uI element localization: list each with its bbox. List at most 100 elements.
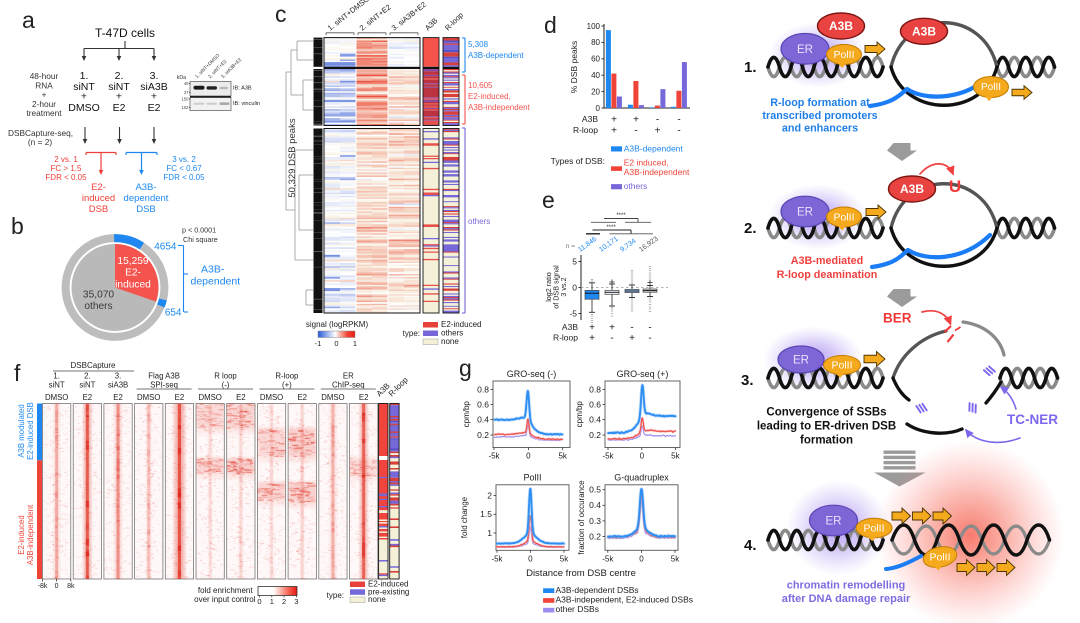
svg-text:R-loop formation at: R-loop formation at — [770, 97, 870, 109]
svg-text:cpm/bp: cpm/bp — [462, 401, 471, 428]
svg-text:T-47D cells: T-47D cells — [95, 26, 155, 40]
svg-text:****: **** — [606, 225, 616, 231]
svg-text:(+): (+) — [282, 381, 292, 390]
svg-text:-: - — [648, 333, 651, 344]
svg-text:-5k: -5k — [602, 452, 614, 461]
svg-text:ER: ER — [797, 207, 813, 219]
svg-text:E2: E2 — [297, 393, 307, 402]
svg-text:Chi square: Chi square — [183, 235, 218, 244]
svg-text:dependent: dependent — [124, 193, 169, 204]
svg-text:Convergence of SSBs: Convergence of SSBs — [766, 407, 886, 419]
svg-text:PolII: PolII — [863, 522, 884, 534]
svg-text:PolII: PolII — [523, 473, 541, 483]
svg-text:A3B-: A3B- — [135, 182, 156, 193]
svg-text:PolII: PolII — [833, 49, 854, 61]
svg-text:other DSBs: other DSBs — [556, 604, 599, 614]
svg-text:FDR < 0.05: FDR < 0.05 — [45, 173, 87, 182]
svg-text:p < 0.0001: p < 0.0001 — [182, 226, 216, 235]
svg-text:E2-: E2- — [125, 268, 141, 279]
svg-text:(-): (-) — [222, 381, 230, 390]
svg-text:DMSO: DMSO — [45, 393, 68, 402]
svg-text:A3B-independent, E2-induced DS: A3B-independent, E2-induced DSBs — [556, 595, 694, 605]
svg-text:siNT: siNT — [49, 381, 65, 390]
svg-text:1: 1 — [487, 528, 492, 538]
svg-text:E2: E2 — [113, 102, 126, 114]
svg-text:E2-induced,: E2-induced, — [468, 92, 511, 101]
svg-text:cpm/bp: cpm/bp — [575, 401, 584, 428]
svg-text:4.: 4. — [744, 537, 757, 554]
svg-text:37: 37 — [184, 90, 189, 95]
svg-text:fold change: fold change — [460, 496, 469, 538]
svg-text:Types of DSB:: Types of DSB: — [551, 156, 605, 166]
svg-text:2.: 2. — [744, 220, 757, 237]
svg-text:+: + — [81, 91, 87, 103]
svg-text:A3B-dependent: A3B-dependent — [624, 143, 684, 153]
svg-text:E2-induced: E2-induced — [17, 515, 26, 554]
svg-text:0.2: 0.2 — [589, 430, 601, 440]
svg-text:+: + — [611, 115, 617, 126]
svg-text:none: none — [368, 595, 386, 604]
svg-text:g: g — [459, 355, 472, 381]
svg-text:2.: 2. — [84, 372, 91, 381]
svg-text:induced: induced — [115, 279, 151, 290]
svg-text:formation: formation — [800, 435, 853, 447]
svg-text:b: b — [11, 213, 24, 239]
svg-text:+: + — [116, 91, 122, 103]
svg-text:-: - — [656, 115, 659, 126]
svg-text:48-hour: 48-hour — [30, 71, 59, 81]
svg-text:fraction of occurance: fraction of occurance — [577, 480, 586, 555]
svg-text:-: - — [630, 323, 633, 334]
svg-text:transcribed promoters: transcribed promoters — [762, 110, 877, 122]
svg-text:A3B-independent: A3B-independent — [624, 167, 690, 177]
svg-text:-: - — [634, 126, 637, 137]
svg-text:+: + — [655, 126, 661, 137]
svg-text:siNT: siNT — [108, 81, 130, 93]
svg-text:pre-existing: pre-existing — [368, 587, 409, 596]
svg-text:E2: E2 — [175, 393, 185, 402]
svg-text:0: 0 — [55, 583, 59, 590]
svg-text:others: others — [468, 217, 490, 226]
svg-text:a: a — [22, 7, 35, 33]
svg-text:150: 150 — [182, 97, 190, 102]
svg-text:0: 0 — [526, 452, 531, 461]
svg-text:+: + — [589, 323, 595, 334]
svg-text:R-loop: R-loop — [275, 372, 299, 381]
svg-text:3.: 3. — [115, 372, 122, 381]
svg-text:R-loop deamination: R-loop deamination — [777, 269, 878, 281]
svg-text:kDa: kDa — [177, 75, 186, 81]
svg-text:FC > 1.5: FC > 1.5 — [51, 164, 82, 173]
svg-text:siA3B: siA3B — [140, 81, 167, 93]
svg-text:+: + — [42, 90, 47, 100]
svg-text:induced: induced — [82, 193, 115, 204]
svg-text:type:: type: — [327, 591, 344, 600]
svg-text:DMSO: DMSO — [68, 102, 100, 114]
svg-text:PolII: PolII — [981, 82, 1001, 93]
svg-text:2 vs. 1: 2 vs. 1 — [54, 155, 78, 164]
svg-text:DSBCapture-seq,: DSBCapture-seq, — [8, 128, 73, 138]
svg-text:FDR < 0.05: FDR < 0.05 — [163, 173, 205, 182]
svg-text:A3B-mediated: A3B-mediated — [791, 255, 864, 267]
svg-text:R-loop: R-loop — [573, 125, 598, 135]
svg-text:2: 2 — [487, 491, 492, 501]
svg-text:DSB: DSB — [136, 204, 156, 215]
svg-text:102: 102 — [182, 105, 190, 110]
svg-text:5k: 5k — [560, 554, 569, 563]
svg-text:3.: 3. — [741, 372, 754, 389]
svg-text:-5k: -5k — [491, 554, 503, 563]
svg-text:E2-induced DSB: E2-induced DSB — [26, 402, 35, 460]
svg-text:5k: 5k — [558, 452, 567, 461]
svg-text:+: + — [151, 91, 157, 103]
svg-text:0: 0 — [639, 554, 644, 563]
svg-text:2: 2 — [282, 597, 286, 606]
svg-text:and enhancers: and enhancers — [782, 123, 858, 135]
svg-text:0.8: 0.8 — [477, 384, 489, 394]
svg-text:40: 40 — [591, 71, 600, 80]
svg-text:Distance from DSB centre: Distance from DSB centre — [526, 568, 636, 579]
svg-text:GRO-seq (+): GRO-seq (+) — [617, 369, 669, 379]
svg-text:1.: 1. — [80, 70, 89, 82]
svg-text:ER: ER — [343, 372, 354, 381]
svg-text:80: 80 — [591, 38, 600, 47]
svg-text:DMSO: DMSO — [260, 393, 283, 402]
svg-text:siNT: siNT — [79, 381, 95, 390]
svg-text:type:: type: — [403, 329, 420, 338]
